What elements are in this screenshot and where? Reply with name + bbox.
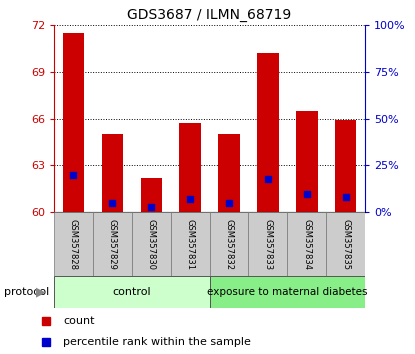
Text: exposure to maternal diabetes: exposure to maternal diabetes bbox=[207, 287, 368, 297]
Text: GSM357835: GSM357835 bbox=[341, 219, 350, 270]
Bar bbox=[326, 212, 365, 276]
Text: GSM357833: GSM357833 bbox=[264, 219, 272, 270]
Text: percentile rank within the sample: percentile rank within the sample bbox=[63, 337, 251, 348]
Title: GDS3687 / ILMN_68719: GDS3687 / ILMN_68719 bbox=[127, 8, 292, 22]
Bar bbox=[171, 212, 210, 276]
Text: GSM357831: GSM357831 bbox=[186, 219, 195, 270]
Bar bbox=[93, 212, 132, 276]
Bar bbox=[63, 33, 84, 212]
Bar bbox=[249, 212, 287, 276]
Bar bbox=[54, 212, 93, 276]
Text: GSM357832: GSM357832 bbox=[225, 219, 234, 270]
Bar bbox=[287, 212, 326, 276]
Text: GSM357828: GSM357828 bbox=[69, 219, 78, 270]
Text: count: count bbox=[63, 316, 95, 326]
Bar bbox=[210, 212, 249, 276]
Text: protocol: protocol bbox=[4, 287, 49, 297]
Bar bbox=[296, 111, 317, 212]
Text: GSM357834: GSM357834 bbox=[303, 219, 311, 270]
Bar bbox=[179, 123, 201, 212]
Text: ▶: ▶ bbox=[36, 286, 46, 298]
Bar bbox=[218, 134, 240, 212]
Bar bbox=[257, 53, 278, 212]
Text: GSM357830: GSM357830 bbox=[147, 219, 156, 270]
Bar bbox=[141, 178, 162, 212]
Bar bbox=[102, 134, 123, 212]
Bar bbox=[54, 276, 210, 308]
Text: GSM357829: GSM357829 bbox=[108, 219, 117, 270]
Bar bbox=[335, 120, 356, 212]
Bar bbox=[132, 212, 171, 276]
Text: control: control bbox=[112, 287, 151, 297]
Bar bbox=[210, 276, 365, 308]
